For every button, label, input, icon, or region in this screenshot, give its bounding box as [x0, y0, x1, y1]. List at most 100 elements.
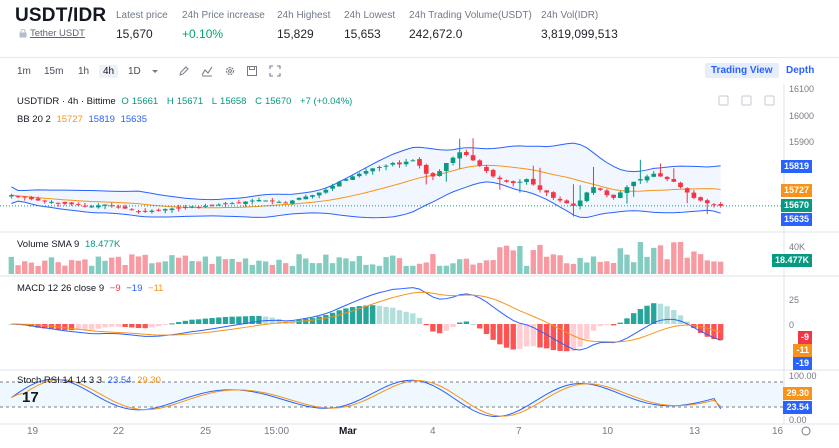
volume-bar	[336, 257, 342, 274]
volume-bar	[289, 265, 296, 274]
macd-histogram-bar	[82, 324, 88, 331]
candle-body	[450, 157, 456, 163]
macd-histogram-bar	[75, 324, 81, 331]
macd-histogram-bar	[450, 324, 456, 327]
macd-histogram-bar	[651, 303, 657, 324]
macd-histogram-bar	[236, 316, 242, 324]
macd-line-tag: -19	[792, 357, 812, 370]
candle-body	[303, 196, 309, 200]
fullscreen-icon[interactable]	[269, 65, 281, 77]
candle-body	[490, 169, 496, 177]
candle-body	[464, 152, 469, 155]
volume-bar	[48, 257, 55, 274]
candle-body	[517, 181, 523, 183]
timeframe-1h[interactable]: 1h	[78, 66, 90, 77]
macd-histogram-bar	[436, 324, 443, 334]
time-tick: 16	[772, 426, 784, 437]
macd-histogram-bar	[363, 305, 369, 324]
gear-icon[interactable]	[224, 65, 236, 77]
pencil-icon[interactable]	[178, 65, 190, 77]
macd-histogram-bar	[209, 318, 215, 324]
macd-histogram-bar	[42, 324, 48, 329]
stoch-k-tag: 23.54	[783, 401, 812, 414]
volume-bar	[376, 265, 383, 274]
candle-body	[718, 204, 723, 206]
stat-latest-price: Latest price 15,670	[116, 10, 168, 41]
volume-bar	[343, 258, 349, 274]
volume-bar	[503, 245, 510, 274]
candle-body	[323, 189, 329, 193]
candle-body	[256, 199, 262, 202]
chart-toolbar: 1m 15m 1h 4h 1D Trading View Depth	[0, 59, 839, 84]
volume-bar	[416, 263, 423, 274]
candle-body	[82, 205, 88, 207]
volume-bar	[684, 257, 690, 274]
volume-bar	[463, 258, 470, 274]
volume-bar	[537, 244, 543, 274]
volume-bar	[149, 263, 155, 274]
candle-body	[671, 179, 677, 182]
volume-bar	[262, 261, 269, 274]
macd-histogram-bar	[249, 315, 255, 324]
volume-bar	[557, 255, 563, 274]
candle-body	[216, 204, 222, 206]
depth-tab[interactable]: Depth	[786, 65, 815, 76]
timeframe-4h[interactable]: 4h	[99, 65, 119, 78]
trading-chart[interactable]: 17 USDTIDR · 4h · Bittime O 15661 H 15671 …	[0, 84, 839, 448]
trading-view-tab[interactable]: Trading View	[705, 63, 779, 78]
candle-body	[35, 198, 41, 201]
macd-histogram-bar	[624, 318, 630, 324]
volume-bar	[564, 263, 570, 274]
save-icon[interactable]	[246, 65, 258, 77]
macd-histogram-bar	[604, 324, 610, 326]
candle-body	[544, 190, 550, 193]
stoch-legend: Stoch RSI 14 14 3 3 23.54 29.30	[17, 375, 161, 386]
bb-upper-tag: 15819	[780, 160, 812, 173]
candle-body	[664, 176, 670, 180]
macd-histogram-bar	[122, 324, 128, 328]
macd-histogram-bar	[570, 324, 577, 352]
asset-link[interactable]: Tether USDT	[19, 28, 85, 39]
macd-histogram-bar	[483, 324, 490, 334]
volume-bar	[490, 260, 496, 274]
candle-body	[624, 187, 630, 194]
candle-body	[22, 196, 28, 198]
close-icon	[764, 95, 775, 106]
candle-body	[604, 190, 610, 196]
macd-histogram-bar	[383, 306, 389, 324]
candle-body	[631, 181, 637, 187]
time-tick: 7	[516, 426, 522, 437]
macd-histogram-bar	[523, 324, 530, 347]
macd-line	[11, 287, 721, 351]
time-tick: 4	[430, 426, 436, 437]
macd-histogram-bar	[323, 315, 329, 324]
volume-bar	[543, 256, 550, 274]
volume-bar	[129, 254, 135, 274]
timeframe-1m[interactable]: 1m	[17, 66, 31, 77]
bb-legend: BB 20 2 15727 15819 15635	[17, 114, 147, 125]
candle-body	[443, 163, 449, 171]
chart-canvas[interactable]: 17	[0, 84, 839, 448]
volume-bar	[182, 255, 189, 274]
volume-bar	[296, 254, 302, 274]
volume-bar	[523, 265, 530, 274]
macd-histogram-bar	[416, 317, 423, 324]
chevron-down-icon[interactable]	[149, 65, 161, 77]
macd-histogram-bar	[28, 324, 35, 327]
asset-link-label[interactable]: Tether USDT	[30, 28, 85, 39]
macd-histogram-bar	[62, 324, 68, 331]
indicator-icon[interactable]	[201, 65, 213, 77]
macd-histogram-bar	[336, 310, 342, 324]
candle-body	[571, 203, 576, 206]
macd-histogram-bar	[242, 316, 249, 324]
timeframe-15m[interactable]: 15m	[44, 66, 64, 77]
bb-basis-tag: 15727	[780, 184, 812, 197]
volume-bar	[410, 265, 416, 274]
candle-body	[597, 188, 603, 190]
candle-body	[390, 163, 396, 165]
volume-bar	[175, 257, 182, 274]
volume-bar	[329, 263, 336, 274]
macd-histogram-bar	[343, 308, 349, 324]
timeframe-1d[interactable]: 1D	[128, 66, 141, 77]
macd-histogram-bar	[182, 320, 189, 324]
